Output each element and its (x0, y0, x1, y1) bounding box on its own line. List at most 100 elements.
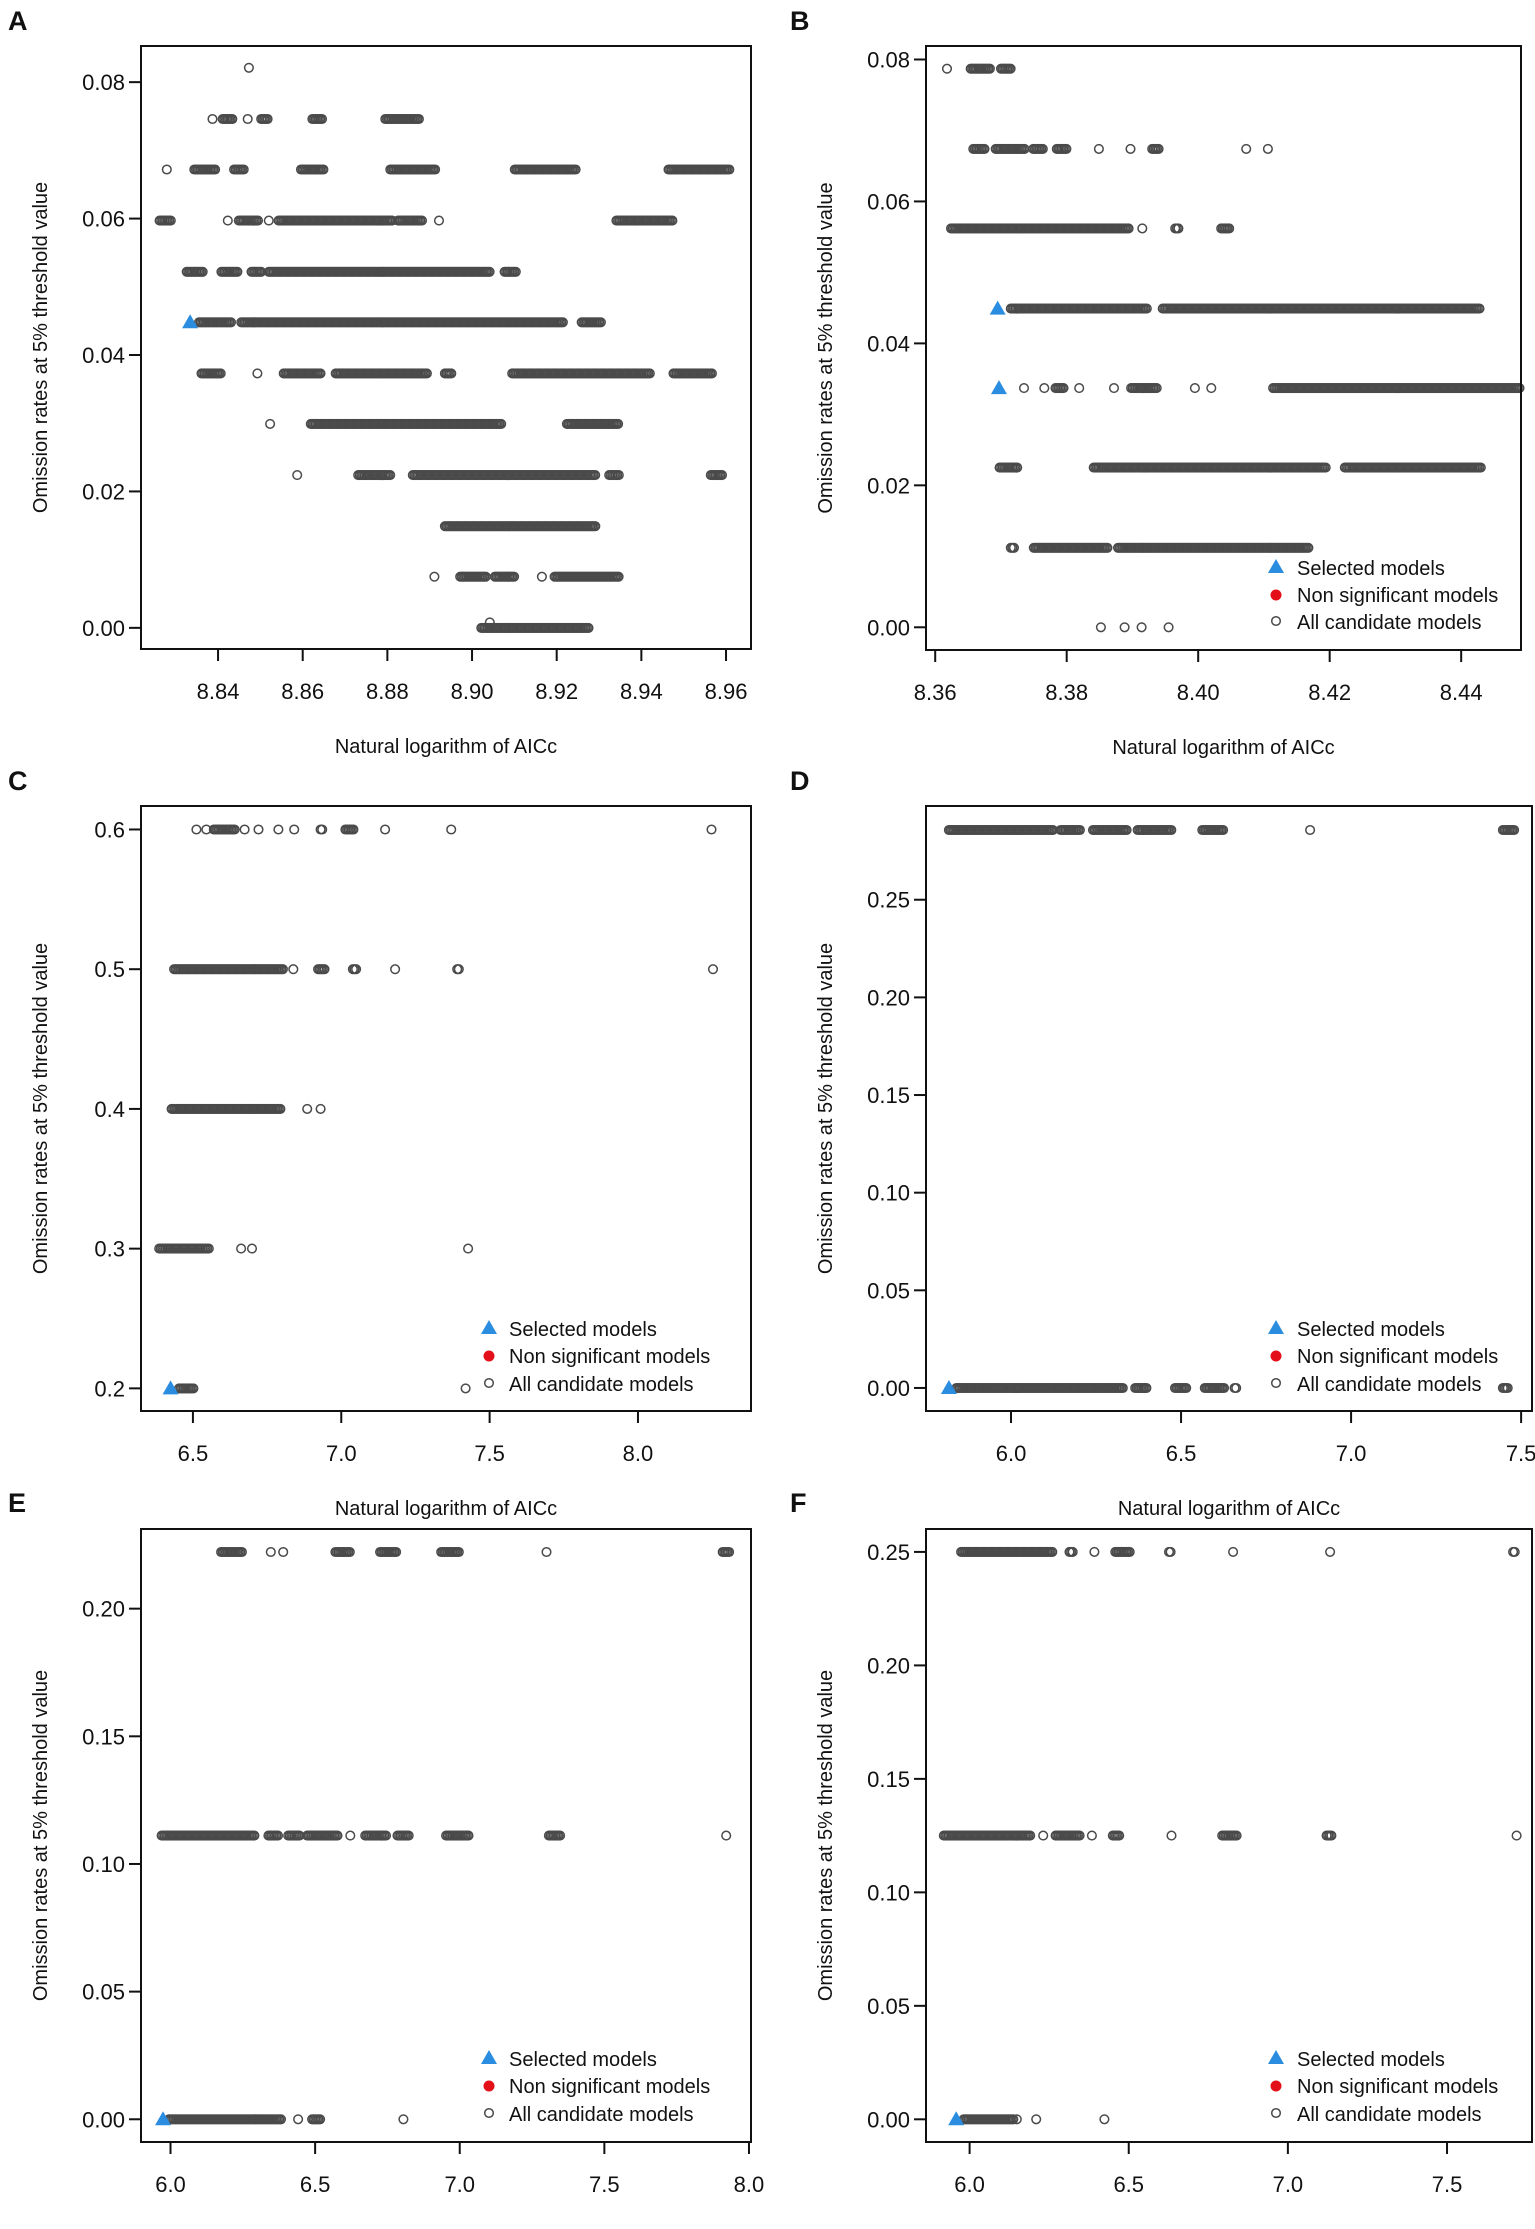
y-tick-label: 0.20 (82, 1597, 125, 1622)
candidate-model-point (1514, 383, 1525, 394)
candidate-model-point (463, 1243, 474, 1254)
y-tick-label: 0.5 (94, 957, 125, 982)
candidate-model-point (1189, 383, 1200, 394)
candidate-model-point (275, 2114, 287, 2125)
candidate-model-point (236, 1243, 247, 1254)
candidate-model-point (398, 2114, 409, 2125)
candidate-model-point (1058, 383, 1069, 394)
candidate-model-point (1303, 542, 1314, 553)
candidate-model-point (263, 215, 274, 226)
selected-model-point (948, 2111, 965, 2126)
y-tick-label: 0.00 (82, 616, 125, 641)
x-tick-label: 7.0 (444, 2172, 475, 2197)
legend-entry-label: Non significant models (1297, 1346, 1498, 1368)
candidate-model-point (1067, 1546, 1078, 1557)
candidate-model-point (433, 215, 445, 226)
y-tick-label: 0.10 (867, 1181, 910, 1206)
x-tick-label: 8.86 (281, 679, 324, 704)
y-tick-label: 0.00 (867, 615, 910, 640)
candidate-model-point (1173, 223, 1184, 234)
candidate-model-point (1224, 223, 1235, 234)
candidate-model-point (278, 1546, 289, 1558)
x-tick-label: 6.5 (300, 2172, 331, 2197)
legend-candidate-circle-icon (483, 2107, 495, 2119)
candidate-model-point (302, 1103, 313, 1114)
x-tick-label: 8.42 (1308, 680, 1351, 705)
candidate-model-point (232, 266, 243, 277)
candidate-model-point (229, 824, 240, 835)
candidate-model-point (1012, 462, 1023, 473)
plot-frame (140, 45, 752, 650)
candidate-model-point (707, 964, 719, 975)
y-tick-label: 0.20 (867, 985, 910, 1010)
plot-frame (925, 805, 1533, 1412)
candidate-model-point (275, 1103, 286, 1114)
selected-model-point (155, 2111, 172, 2126)
y-tick-label: 0.05 (867, 1278, 910, 1303)
candidate-model-point (1008, 2114, 1019, 2125)
x-tick-label: 7.0 (1273, 2172, 1304, 2197)
legend-non-significant-dot-icon (1270, 2080, 1282, 2092)
selected-model-point (940, 1379, 957, 1394)
candidate-model-point (1141, 1382, 1152, 1394)
candidate-model-point (262, 113, 273, 125)
x-tick-label: 8.96 (705, 679, 748, 704)
candidate-model-point (1074, 383, 1085, 394)
candidate-model-point (1218, 824, 1229, 836)
candidate-model-point (252, 368, 263, 379)
candidate-model-point (1086, 1830, 1097, 1841)
legend: Selected models Non significant models All… (481, 2049, 710, 2126)
legend-non-significant-dot-icon (1270, 589, 1282, 601)
candidate-model-point (345, 1830, 356, 1841)
x-tick-label: 8.92 (535, 679, 578, 704)
candidate-model-point (644, 368, 655, 379)
y-tick-label: 0.10 (82, 1852, 125, 1877)
x-tick-label: 6.0 (996, 1441, 1027, 1466)
y-tick-label: 0.06 (867, 189, 910, 214)
panel-d: D 6.0 6.5 7.0 7.5 0.00 0.05 0.10 0.15 0.20 0.25 Nat… (790, 766, 1535, 1520)
legend: Selected models Non significant models All… (481, 1319, 710, 1396)
legend-candidate-circle-icon (1270, 1377, 1282, 1389)
x-tick-label: 8.94 (620, 679, 663, 704)
panel-letter: E (8, 1488, 26, 1518)
candidate-model-point (1119, 622, 1130, 633)
selected-model-point (990, 380, 1007, 395)
candidate-model-point (165, 215, 176, 226)
candidate-model-point (724, 1546, 735, 1558)
candidate-model-point (724, 164, 735, 175)
candidate-model-point (191, 824, 202, 835)
y-tick-label: 0.08 (867, 47, 910, 72)
y-tick-label: 0.4 (94, 1097, 125, 1122)
legend-entry-label: Selected models (1297, 1319, 1445, 1341)
selected-model-point (182, 314, 199, 329)
candidate-model-point (1089, 1546, 1100, 1557)
candidate-model-point (1509, 1546, 1520, 1557)
candidate-model-point (1163, 622, 1174, 633)
panel-letter: C (8, 766, 28, 796)
candidate-model-point (1166, 824, 1177, 836)
candidate-model-point (239, 824, 250, 835)
candidate-model-point (590, 521, 601, 532)
candidate-model-point (391, 1546, 402, 1558)
candidate-model-point (332, 1830, 343, 1841)
candidate-model-point (1153, 143, 1164, 154)
panel-e: E 6.0 6.5 7.0 7.5 8.0 0.00 0.05 0.10 0.15 0.20 Natu… (8, 1488, 764, 2197)
candidate-model-point (1099, 2114, 1110, 2125)
candidate-model-point (188, 1383, 199, 1394)
legend-selected-triangle-icon (1268, 559, 1284, 573)
candidate-model-point (1141, 303, 1152, 314)
candidate-model-point (1117, 1382, 1128, 1394)
candidate-model-point (1074, 1830, 1085, 1841)
legend-candidate-circle-icon (1270, 2107, 1282, 2119)
x-tick-label: 8.40 (1177, 680, 1220, 705)
y-tick-label: 0.04 (82, 343, 125, 368)
y-tick-label: 0.25 (867, 1540, 910, 1565)
candidate-model-point (225, 317, 237, 328)
candidate-model-point (277, 964, 288, 975)
legend-entry-label: All candidate models (1297, 2104, 1482, 2126)
candidate-model-point (1005, 63, 1016, 74)
panel-letter: F (790, 1488, 807, 1518)
candidate-model-point (555, 1830, 566, 1841)
y-tick-label: 0.04 (867, 331, 910, 356)
candidate-model-point (318, 164, 329, 175)
